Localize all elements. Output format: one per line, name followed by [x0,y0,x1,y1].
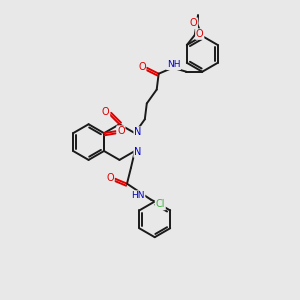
Text: N: N [134,147,142,157]
Text: HN: HN [131,191,145,200]
Text: O: O [117,126,125,136]
Text: O: O [138,62,146,72]
Text: O: O [196,29,203,39]
Text: O: O [102,107,110,117]
Text: O: O [190,18,197,28]
Text: NH: NH [167,60,180,69]
Text: O: O [106,173,114,183]
Text: Cl: Cl [155,200,165,209]
Text: N: N [134,127,142,137]
